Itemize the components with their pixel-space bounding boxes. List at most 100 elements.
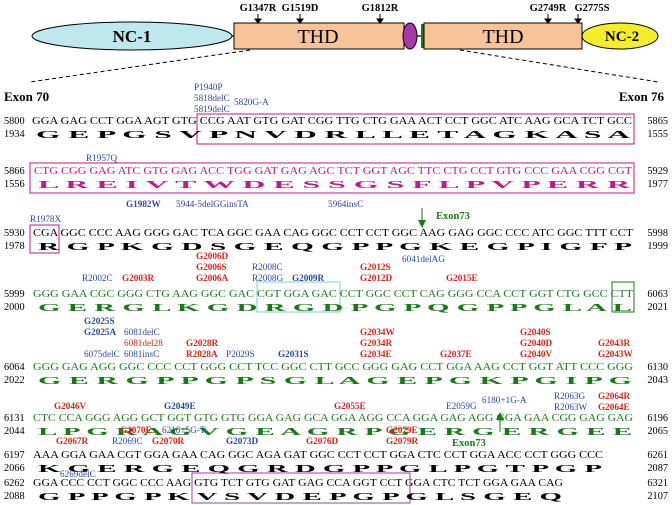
mutation-annotation: G2012S bbox=[360, 262, 391, 272]
mutation-annotation: R1957Q bbox=[86, 153, 118, 163]
mutation-annotation: 6081insC bbox=[124, 349, 159, 359]
mutation-annotation: G2031S bbox=[278, 349, 309, 359]
mutation-annotation: 6075delC bbox=[84, 349, 120, 359]
mutation-label: G2775S bbox=[574, 3, 609, 14]
mutation-annotation: R2008C bbox=[252, 262, 283, 272]
mutation-annotation: G2028R bbox=[186, 338, 219, 348]
mutation-annotation: G2006S bbox=[196, 262, 227, 272]
magenta-box bbox=[29, 224, 60, 254]
mutation-label: G2749R bbox=[530, 3, 567, 14]
exon73-arrows bbox=[418, 208, 504, 432]
mutation-annotation: G2012D bbox=[360, 273, 393, 283]
aa-number-right: 1977 bbox=[647, 179, 668, 190]
exon-marker: Exon73 bbox=[452, 438, 486, 449]
nt-number-left: 6262 bbox=[4, 478, 25, 489]
nt-number-left: 6131 bbox=[4, 413, 25, 424]
mutation-annotation: G2040D bbox=[520, 338, 553, 348]
mutation-annotation: G2003R bbox=[122, 273, 155, 283]
mutation-label: G1812R bbox=[362, 3, 399, 14]
mutation-annotation: G2006D bbox=[196, 251, 229, 261]
mutation-annotation: G2025A bbox=[84, 327, 117, 337]
aa-sequence: G E R G P P G P S G L A G E P G K P G I … bbox=[38, 376, 632, 387]
mutation-annotation: G2037E bbox=[440, 349, 472, 359]
mutation-annotation: G2070E bbox=[120, 425, 152, 435]
aa-sequence: G P P G P K V S V D E P G P G L S G E Q bbox=[38, 492, 562, 503]
mutation-annotation: G2046V bbox=[54, 401, 87, 411]
mutation-annotation: P1940P bbox=[194, 82, 223, 92]
mutation-annotation: 6216+5G-T bbox=[162, 425, 206, 435]
mutation-annotation: G2076D bbox=[306, 436, 339, 446]
mutation-label: G1519D bbox=[282, 3, 319, 14]
aa-number-right: 2107 bbox=[647, 491, 668, 502]
mutation-annotation: R2069C bbox=[112, 436, 143, 446]
mutation-annotation: G2040V bbox=[520, 349, 553, 359]
dna-sequence: GGG GAG AGG GGC CCC CCT GGG CCT TCC GGC … bbox=[33, 362, 634, 373]
nc1-domain bbox=[31, 21, 233, 51]
green-box bbox=[611, 281, 635, 313]
aa-number-left: 1556 bbox=[4, 179, 25, 190]
mutation-annotation: G2025S bbox=[84, 316, 115, 326]
exon-right-label: Exon 76 bbox=[619, 89, 665, 104]
aa-sequence: G E P G S V P N V D R L L E T A G K A S … bbox=[36, 130, 632, 141]
magenta-box bbox=[196, 113, 635, 145]
nt-number-left: 5930 bbox=[4, 228, 25, 239]
mutation-annotation: G2073D bbox=[226, 436, 259, 446]
mutation-annotation: 5944-5delGGinsTA bbox=[176, 199, 249, 209]
thd2-domain bbox=[423, 22, 583, 50]
exon-marker: Exon73 bbox=[436, 211, 470, 222]
highlight-boxes bbox=[29, 113, 635, 504]
dna-sequence: AAA GGA GAA CGT GGA GAA CAG GGC AGA GAT … bbox=[33, 450, 603, 461]
sequence-row: 5866 1556 CTG CGG GAG ATC GTG GAG ACC TG… bbox=[4, 166, 668, 191]
mutation-annotation: R1978X bbox=[30, 214, 62, 224]
mutation-annotation: 6081del28 bbox=[124, 338, 163, 348]
dna-sequence: GGA CCC CCT GGC CCC AAG GTG TCT GTG GAT … bbox=[33, 478, 564, 489]
thd1-domain bbox=[233, 22, 405, 50]
mutation-annotation: 5818delC bbox=[194, 93, 230, 103]
mutation-annotation: 5964insC bbox=[328, 199, 363, 209]
nc1-label: NC-1 bbox=[113, 27, 152, 46]
nt-number-left: 5999 bbox=[4, 289, 25, 300]
nt-number-right: 5929 bbox=[647, 166, 668, 177]
aa-number-left: 2000 bbox=[4, 302, 25, 313]
sequence-row: 5999 2000 GGG GAA CGC GGG CTG AAG GGC GA… bbox=[4, 289, 668, 314]
nt-number-left: 5866 bbox=[4, 166, 25, 177]
dna-sequence: CTG CGG GAG ATC GTG GAG ACC TGG GAT GAG … bbox=[34, 166, 633, 177]
sequence-row: 6197 2066 AAA GGA GAA CGT GGA GAA CAG GG… bbox=[4, 450, 668, 475]
sequence-row: 6064 2022 GGG GAG AGG GGC CCC CCT GGG CC… bbox=[4, 362, 668, 387]
mutation-annotation: R2063G bbox=[554, 391, 586, 401]
dna-sequence: GGG GAA CGC GGG CTG AAG GGC GAC CGT GGA … bbox=[33, 289, 634, 300]
aa-number-right: 2065 bbox=[647, 426, 668, 437]
aa-sequence: K G E R G E Q G R D G P P G L P G T P G … bbox=[38, 464, 602, 475]
mutation-label: G1347R bbox=[240, 3, 277, 14]
nt-number-left: 6197 bbox=[4, 450, 25, 461]
mutation-annotation: 6041delAG bbox=[402, 254, 445, 264]
green-marker bbox=[421, 24, 424, 48]
mutation-annotation: G2043W bbox=[598, 349, 634, 359]
mutation-annotation: R2028A bbox=[186, 349, 218, 359]
mutation-annotation: G2064R bbox=[598, 391, 631, 401]
mutation-annotation: G2015E bbox=[446, 273, 478, 283]
mutation-annotation: P2029S bbox=[226, 349, 255, 359]
mutation-annotation: 6081delC bbox=[124, 327, 160, 337]
dna-sequence: CTC CCA GGG AGG GCT GGT GTG GTG GGA GAG … bbox=[33, 413, 634, 424]
dna-sequence: CGA GGC CCC AAG GGG GAC TCA GGC GAA CAG … bbox=[33, 228, 634, 239]
aa-number-left: 1978 bbox=[4, 241, 25, 252]
mutation-annotation: G2079E bbox=[386, 425, 418, 435]
mutation-annotation: G1982W bbox=[126, 199, 162, 209]
nt-number-right: 6261 bbox=[647, 450, 668, 461]
mutation-annotation: G2067R bbox=[56, 436, 89, 446]
aa-sequence: G E R G L K G D R G D P G P Q G P P G L … bbox=[38, 303, 632, 314]
nc2-label: NC-2 bbox=[605, 29, 639, 45]
aa-sequence: L P G R A G V G E A G R P G E R G E R G … bbox=[38, 427, 632, 438]
thd1-label: THD bbox=[297, 26, 338, 48]
nt-number-right: 5865 bbox=[647, 116, 668, 127]
cyan-box bbox=[256, 281, 341, 313]
aa-number-right: 2021 bbox=[647, 302, 668, 313]
aa-number-left: 2088 bbox=[4, 491, 25, 502]
thd2-label: THD bbox=[482, 26, 523, 48]
nc2-domain bbox=[581, 22, 659, 50]
mutation-annotation: R2002C bbox=[82, 273, 113, 283]
nt-number-left: 6064 bbox=[4, 362, 25, 373]
dna-sequence: GGA GAG CCT GGA AGT GTG CCG AAT GTG GAT … bbox=[32, 116, 632, 127]
